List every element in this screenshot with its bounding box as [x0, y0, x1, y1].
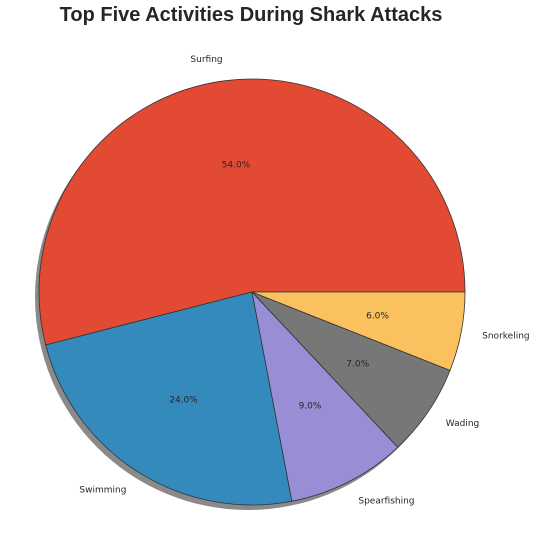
- percent-label-wading: 7.0%: [346, 359, 369, 369]
- pie-slice-spearfishing: [251, 291, 399, 502]
- pie-slice-swimming: [45, 291, 293, 506]
- pie-slice-snorkeling: [251, 291, 466, 371]
- slice-label-surfing: Surfing: [190, 55, 222, 65]
- percent-label-surfing: 54.0%: [222, 161, 251, 171]
- chart-title: Top Five Activities During Shark Attacks: [60, 4, 443, 26]
- percent-label-swimming: 24.0%: [169, 395, 198, 405]
- percent-label-snorkeling: 6.0%: [366, 311, 389, 321]
- pie-labels: Surfing 54.0% Swimming 24.0% Spearfishing 9.0…: [79, 55, 529, 506]
- slice-label-snorkeling: Snorkeling: [482, 331, 529, 341]
- slice-label-wading: Wading: [446, 419, 479, 429]
- pie-slices: [38, 78, 466, 506]
- slice-label-swimming: Swimming: [79, 485, 126, 495]
- percent-label-spearfishing: 9.0%: [299, 401, 322, 411]
- slice-label-spearfishing: Spearfishing: [358, 496, 414, 506]
- pie-slice-surfing: [38, 78, 466, 346]
